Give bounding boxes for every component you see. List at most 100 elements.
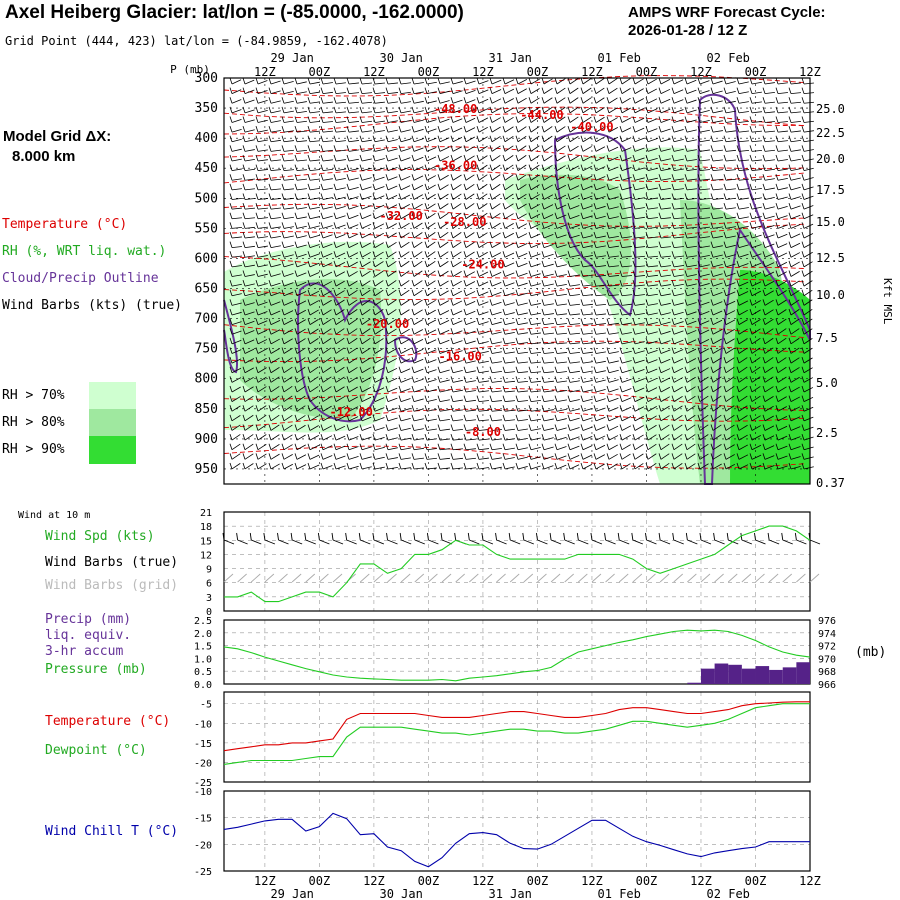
temperature-contour (223, 256, 805, 279)
rh-legend-80: RH > 80% (2, 415, 65, 430)
wind-barb (686, 434, 696, 441)
wind-barb-true (768, 539, 780, 545)
wind-barb-feather (775, 241, 779, 248)
wind-barb (374, 397, 385, 402)
precip-accum-label: 3-hr accum (45, 644, 124, 659)
wind-barb (491, 331, 502, 335)
wind-barb (400, 270, 410, 277)
wind-barb (647, 462, 657, 470)
wind-barb-feather (580, 135, 584, 142)
wind-barb (491, 361, 502, 364)
wind-barb-feather (515, 135, 519, 142)
wind-barb (673, 396, 683, 402)
wind-barb (465, 183, 475, 191)
wind-barb (348, 214, 359, 220)
wind-barb (439, 100, 450, 104)
wind-barb-feather (424, 366, 428, 373)
wind-barb-feather (359, 337, 363, 344)
wind-barb-feather (346, 443, 350, 450)
wind-barb-feather (606, 241, 610, 248)
wind-barb (621, 284, 632, 287)
temperature-contour (223, 146, 805, 170)
wind-barb (673, 434, 683, 441)
wind-barb-feather (515, 193, 519, 200)
wind-barb (660, 312, 671, 316)
wind-barb-feather (567, 97, 571, 104)
wind-barb-feather (307, 299, 311, 306)
wind-barb (322, 386, 332, 393)
wind-barb (348, 446, 359, 451)
wind-barb-feather (424, 126, 428, 133)
temperature-contour (223, 445, 805, 469)
wind-barb-feather (658, 231, 662, 239)
wind-barb-feather (320, 443, 324, 450)
wind-barb (257, 226, 268, 229)
wind-barb (751, 101, 762, 104)
wind-barb-feather (242, 106, 246, 114)
wind-barb (387, 338, 397, 345)
wind-barb-feather (489, 424, 493, 431)
wind-barb (400, 166, 411, 172)
wind-barb (348, 186, 359, 191)
wind-barb-true (714, 539, 725, 545)
wind-barb (465, 164, 475, 171)
wind-barb (530, 126, 540, 133)
wind-barb-feather (411, 376, 415, 383)
wind-barb (699, 80, 710, 85)
wind-barb (387, 167, 398, 172)
wind-barb (751, 300, 761, 306)
wind-barb (452, 428, 463, 431)
wind-barb (660, 79, 671, 85)
wind-barb (348, 242, 359, 248)
wind-barb (426, 128, 437, 133)
wind-barb (543, 97, 553, 104)
wind-barb-feather (632, 453, 636, 460)
wind-barb (491, 447, 502, 451)
wind-barb (556, 313, 567, 316)
wind-barb (790, 224, 801, 229)
wind-barb-feather (619, 433, 623, 441)
wind-barb (686, 424, 696, 431)
temperature-contour (223, 203, 805, 227)
wind-barb (517, 262, 528, 268)
wind-barb (348, 426, 359, 431)
wind-barb (764, 281, 775, 287)
wind-barb-feather (645, 433, 649, 441)
wind-barb-feather (749, 126, 753, 133)
wind-barb (504, 98, 514, 104)
wind-barb-feather (606, 356, 610, 364)
wind-barb-true-feather (372, 532, 375, 541)
pressure-tick-label: 976 (818, 616, 836, 627)
wind-barb-feather (502, 241, 506, 248)
wind-barb (725, 405, 735, 412)
wind-barb (335, 366, 345, 374)
wind-barb (803, 357, 813, 364)
kft-tick-label: 22.5 (816, 126, 845, 140)
wind-barb-feather (398, 145, 402, 152)
wind-barb-feather (528, 154, 532, 162)
wind-barb-feather (242, 328, 246, 335)
wind-barb-feather (372, 308, 376, 316)
wind-barb (400, 232, 410, 239)
wind-barb (595, 136, 605, 143)
wind-barb (374, 427, 385, 431)
wind-barb-feather (229, 366, 233, 373)
wind-barb-feather (801, 299, 805, 306)
wind-barb (595, 313, 606, 316)
wind-barb (582, 342, 593, 345)
wind-barb-feather (385, 154, 389, 162)
wind-barb (322, 405, 332, 412)
wind-barb (335, 92, 346, 95)
wind-barb-feather (671, 126, 675, 133)
wind-barb (491, 428, 502, 431)
wind-barb (634, 463, 644, 470)
wind-barb (465, 193, 475, 200)
wind-barb (764, 465, 775, 470)
wind-barb-feather (632, 145, 636, 152)
wind-barb (790, 140, 801, 143)
wind-barb (777, 140, 788, 143)
wind-barb-feather (489, 135, 493, 142)
wind-barb (478, 380, 489, 383)
wind-barb-feather (372, 356, 376, 364)
